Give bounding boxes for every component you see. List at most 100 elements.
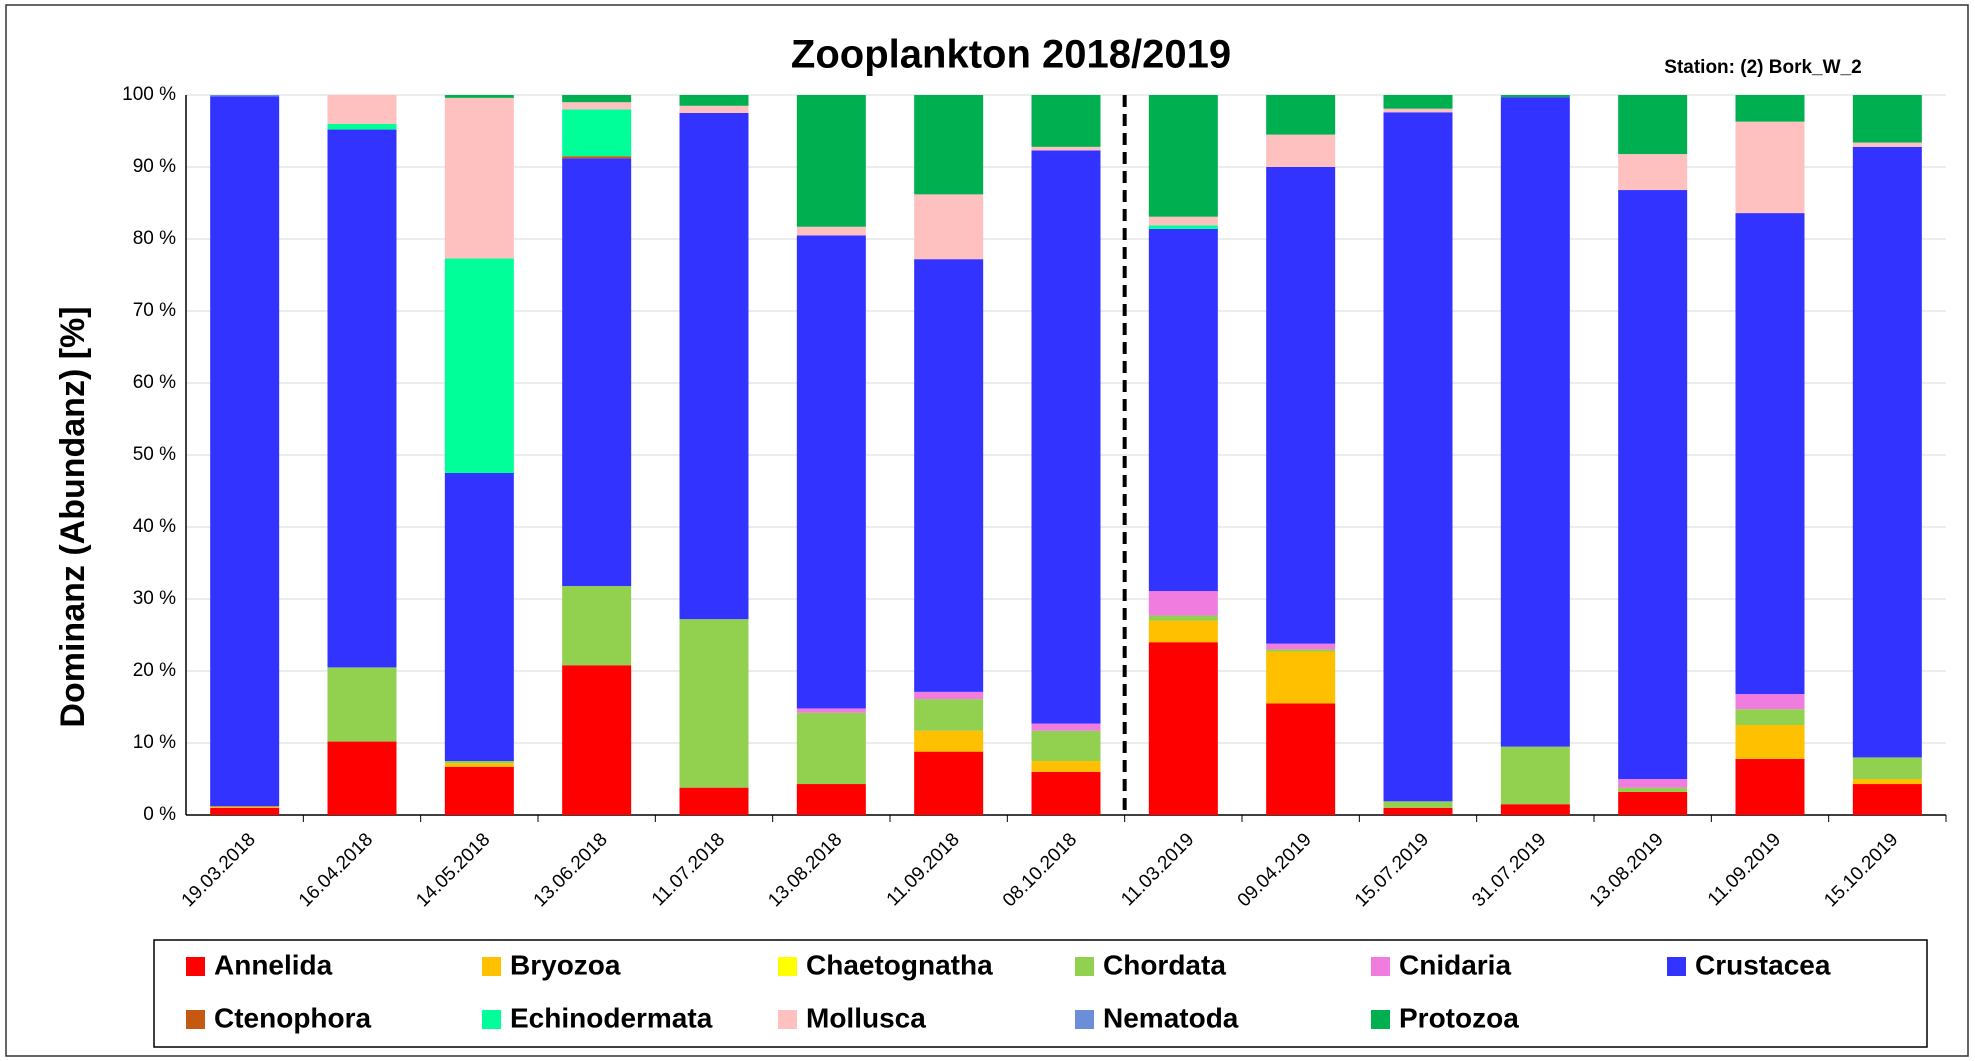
y-tick-label: 40 % [133, 516, 176, 537]
legend-label: Annelida [214, 949, 333, 980]
bar-segment [562, 109, 632, 157]
legend-swatch [778, 1010, 797, 1029]
bar-segment [1031, 771, 1101, 815]
bar-segment [914, 259, 984, 692]
bar-segment [914, 194, 984, 260]
bar-segment [1148, 620, 1218, 643]
bar-segment [1618, 791, 1688, 815]
bar-segment [1031, 730, 1101, 761]
bar-segment [1852, 142, 1922, 147]
legend-swatch [1075, 1010, 1094, 1029]
bar-segment [796, 95, 866, 227]
legend-label: Ctenophora [214, 1002, 372, 1033]
legend-swatch [482, 1010, 501, 1029]
y-tick-label: 30 % [133, 588, 176, 609]
bar-segment [1735, 213, 1805, 695]
legend-label: Echinodermata [510, 1002, 713, 1033]
bar-segment [796, 235, 866, 709]
bar-segment [1618, 779, 1688, 788]
bar-segment [562, 158, 632, 587]
legend-label: Chordata [1103, 949, 1226, 980]
bar-segment [562, 586, 632, 666]
bar-segment [444, 473, 514, 761]
bar-segment [562, 95, 632, 103]
bar-segment [1148, 225, 1218, 229]
bar-segment [1266, 649, 1336, 652]
y-tick-label: 10 % [133, 732, 176, 753]
legend-swatch [482, 957, 501, 976]
legend-swatch [1371, 1010, 1390, 1029]
legend-label: Bryozoa [510, 949, 621, 980]
bar-segment [1383, 108, 1453, 113]
bar-segment [1735, 121, 1805, 214]
bar-segment [1618, 787, 1688, 792]
bar-segment [914, 95, 984, 195]
y-axis-label: Dominanz (Abundanz) [%] [54, 306, 92, 727]
bar-segment [562, 102, 632, 110]
y-tick-label: 100 % [122, 84, 176, 105]
legend-swatch [186, 957, 205, 976]
legend-swatch [1371, 957, 1390, 976]
bar-segment [444, 95, 514, 98]
bar-segment [1383, 807, 1453, 815]
y-tick-label: 20 % [133, 660, 176, 681]
bar-segment [1383, 801, 1453, 808]
bar-segment [444, 763, 514, 767]
bar-segment [1148, 615, 1218, 621]
bar-segment [444, 761, 514, 764]
bar-segment [1266, 643, 1336, 650]
bar-segment [1500, 804, 1570, 815]
bar-segment [914, 699, 984, 731]
bar-segment [1266, 651, 1336, 704]
bar-segment [1852, 146, 1922, 758]
y-tick-label: 90 % [133, 156, 176, 177]
legend-swatch [1667, 957, 1686, 976]
bar-segment [679, 619, 749, 788]
bar-segment [679, 113, 749, 620]
chart-title: Zooplankton 2018/2019 [791, 33, 1231, 77]
y-tick-label: 0 % [143, 804, 176, 825]
bar-segment [1735, 709, 1805, 725]
bar-segment [562, 665, 632, 815]
bar-segment [1852, 779, 1922, 785]
bar-segment [679, 105, 749, 113]
legend-label: Protozoa [1399, 1002, 1519, 1033]
bar-segment [1735, 694, 1805, 710]
bar-segment [1148, 95, 1218, 217]
bar-segment [679, 95, 749, 106]
y-tick-label: 50 % [133, 444, 176, 465]
bar-segment [210, 95, 280, 97]
legend-label: Nematoda [1103, 1002, 1239, 1033]
y-tick-label: 60 % [133, 372, 176, 393]
bar-segment [1266, 167, 1336, 644]
bar-segment [1031, 146, 1101, 151]
legend-swatch [1075, 957, 1094, 976]
bar-segment [1735, 95, 1805, 122]
bar-segment [796, 226, 866, 236]
legend-label: Crustacea [1695, 949, 1831, 980]
bar-segment [1618, 190, 1688, 780]
bar-segment [327, 741, 397, 815]
bar-segment [327, 95, 397, 124]
bar-segment [327, 667, 397, 742]
legend-label: Chaetognatha [806, 949, 993, 980]
bar-segment [1500, 746, 1570, 805]
legend-box [153, 939, 1928, 1048]
bar-segment [796, 784, 866, 815]
bar-segment [327, 129, 397, 668]
bar-segment [1852, 757, 1922, 779]
bar-segment [1500, 95, 1570, 98]
bar-segment [1500, 97, 1570, 747]
bar-segment [1031, 761, 1101, 772]
bar-segment [914, 730, 984, 752]
bar-segment [327, 123, 397, 130]
bar-segment [1618, 154, 1688, 191]
bar-segment [1266, 703, 1336, 815]
bar-segment [444, 258, 514, 473]
bar-segment [210, 96, 280, 807]
bar-segment [1148, 642, 1218, 815]
legend-label: Cnidaria [1399, 949, 1511, 980]
bar-segment [914, 751, 984, 815]
bar-segment [1148, 591, 1218, 616]
